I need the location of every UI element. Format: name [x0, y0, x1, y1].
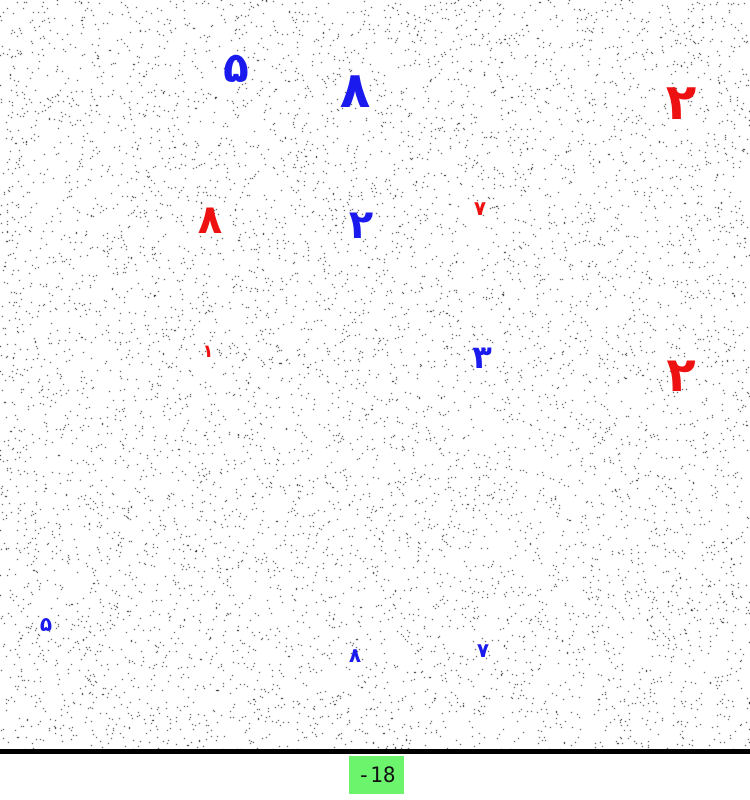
score-badge: -18 — [349, 756, 404, 794]
digit-tile[interactable]: ۸ — [339, 61, 371, 119]
digit-tile[interactable]: ۷ — [476, 638, 490, 662]
digit-tile[interactable]: ۲ — [348, 202, 374, 248]
digit-tile[interactable]: ۸ — [197, 197, 223, 243]
digit-tile[interactable]: ۲ — [666, 347, 696, 403]
digit-tile[interactable]: ۲ — [665, 73, 697, 131]
board-divider — [0, 749, 750, 754]
digit-tile[interactable]: ۷ — [473, 196, 487, 220]
score-value: -18 — [357, 763, 396, 787]
digit-tile[interactable]: ۵ — [39, 612, 53, 636]
game-board[interactable]: ۵ ۸ ۲ ۸ ۲ ۷ ۱ ۳ ۲ ۵ ۸ ۷ — [0, 0, 750, 750]
digit-tile[interactable]: ۵ — [223, 43, 249, 92]
digit-tile[interactable]: ۸ — [348, 643, 362, 667]
noise-texture — [0, 0, 750, 750]
digit-tile[interactable]: ۱ — [202, 341, 214, 362]
digit-tile[interactable]: ۳ — [472, 338, 492, 376]
